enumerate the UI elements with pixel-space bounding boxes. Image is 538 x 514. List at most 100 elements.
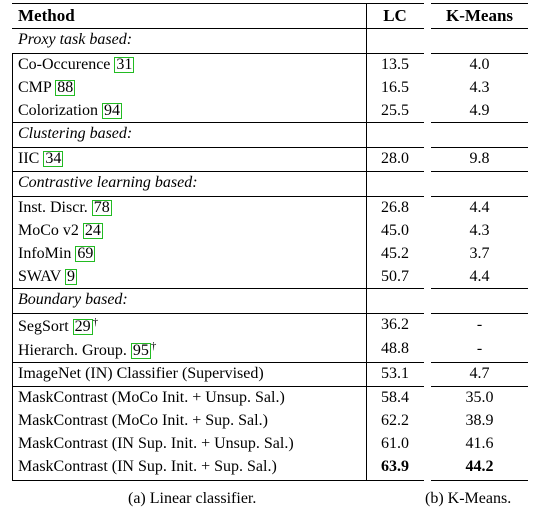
method-cell: Hierarch. Group. 95 † — [18, 340, 156, 360]
kmeans-cell: 3.7 — [469, 245, 490, 262]
rule-clustering-end — [12, 171, 424, 172]
section-boundary-label: Boundary based: — [18, 291, 128, 308]
left-border — [12, 53, 13, 481]
lc-cell: 16.5 — [381, 79, 409, 96]
kmeans-cell: - — [476, 340, 483, 357]
method-cell: Co-Occurence 31 — [18, 56, 135, 74]
lc-cell-best: 63.9 — [381, 458, 409, 475]
lc-cell: 58.4 — [381, 389, 409, 406]
kmeans-cell: 9.8 — [469, 150, 490, 167]
lc-cell: 36.2 — [381, 316, 409, 333]
rule-bottom-right — [431, 480, 528, 481]
lc-cell: 26.8 — [381, 199, 409, 216]
rule-bottom-left — [12, 480, 424, 481]
rule-contrastive-end — [12, 288, 424, 289]
citation-link[interactable]: 94 — [101, 102, 122, 119]
citation-link[interactable]: 24 — [82, 222, 103, 239]
method-name: Co-Occurence — [18, 56, 111, 73]
lc-cell: 53.1 — [381, 365, 409, 382]
rule-supervised-end — [12, 386, 424, 387]
table-row: ImageNet (IN) Classifier (Supervised) 53… — [0, 363, 538, 385]
rule-right-1 — [431, 53, 528, 54]
method-name: CMP — [18, 79, 52, 96]
method-name: IIC — [18, 150, 40, 167]
citation-link[interactable]: 78 — [91, 199, 112, 216]
header-kmeans: K-Means — [445, 6, 514, 25]
method-cell: MoCo v2 24 — [18, 222, 103, 240]
rule-right-7 — [431, 313, 528, 314]
method-cell: Colorization 94 — [18, 102, 122, 120]
citation-link[interactable]: 95 — [130, 342, 151, 359]
method-name: InfoMin — [18, 245, 72, 262]
rule-boundary-end — [12, 362, 424, 363]
column-divider — [366, 3, 367, 481]
lc-cell: 45.0 — [381, 222, 409, 239]
method-name: SWAV — [18, 268, 61, 285]
lc-cell: 13.5 — [381, 56, 409, 73]
lc-cell: 62.2 — [381, 412, 409, 429]
table-row: SegSort 29 † 36.2 - — [0, 314, 538, 336]
rule-right-4 — [431, 171, 528, 172]
citation-link[interactable]: 34 — [43, 150, 64, 167]
kmeans-cell: 4.9 — [469, 102, 490, 119]
section-clustering-label: Clustering based: — [18, 125, 133, 142]
table-row: MaskContrast (IN Sup. Init. + Sup. Sal.)… — [0, 456, 538, 478]
citation-link[interactable]: 29 — [72, 318, 93, 335]
table-row: CMP 88 16.5 4.3 — [0, 77, 538, 99]
rule-clustering — [12, 147, 424, 148]
citation-link[interactable]: 31 — [114, 56, 135, 73]
dagger-mark: † — [92, 316, 99, 328]
method-cell: SegSort 29 † — [18, 316, 98, 336]
rule-top-right — [431, 3, 528, 4]
method-cell: InfoMin 69 — [18, 245, 96, 263]
method-name: SegSort — [18, 318, 69, 335]
lc-cell: 25.5 — [381, 102, 409, 119]
kmeans-cell: 4.7 — [469, 365, 490, 382]
citation-link[interactable]: 69 — [75, 245, 96, 262]
rule-right-8 — [431, 362, 528, 363]
rule-proxy — [12, 53, 424, 54]
kmeans-cell: 4.3 — [469, 222, 490, 239]
rule-right-6 — [431, 288, 528, 289]
rule-header-left — [12, 28, 424, 29]
lc-cell: 28.0 — [381, 150, 409, 167]
caption-a: (a) Linear classifier. — [128, 490, 257, 507]
kmeans-cell: - — [476, 316, 483, 333]
kmeans-cell: 4.4 — [469, 199, 490, 216]
section-contrastive-label: Contrastive learning based: — [18, 174, 198, 191]
method-name: ImageNet (IN) Classifier (Supervised) — [18, 365, 264, 382]
rule-boundary — [12, 313, 424, 314]
method-name: MaskContrast (MoCo Init. + Unsup. Sal.) — [18, 389, 285, 406]
table-row: MaskContrast (MoCo Init. + Sup. Sal.) 62… — [0, 410, 538, 432]
table-row: IIC 34 28.0 9.8 — [0, 148, 538, 170]
table-row: Hierarch. Group. 95 † 48.8 - — [0, 338, 538, 360]
method-name: MaskContrast (IN Sup. Init. + Unsup. Sal… — [18, 435, 294, 452]
method-name: Inst. Discr. — [18, 199, 88, 216]
lc-cell: 50.7 — [381, 268, 409, 285]
table-row: InfoMin 69 45.2 3.7 — [0, 243, 538, 265]
kmeans-cell: 4.4 — [469, 268, 490, 285]
rule-contrastive — [12, 196, 424, 197]
citation-link[interactable]: 88 — [55, 79, 76, 96]
kmeans-cell: 4.3 — [469, 79, 490, 96]
lc-cell: 61.0 — [381, 435, 409, 452]
header-lc: LC — [383, 6, 407, 25]
caption-b: (b) K-Means. — [425, 490, 512, 507]
table-row: Inst. Discr. 78 26.8 4.4 — [0, 197, 538, 219]
header-method: Method — [18, 6, 75, 25]
rule-right-3 — [431, 147, 528, 148]
section-proxy-label: Proxy task based: — [18, 31, 133, 48]
rule-right-2 — [431, 122, 528, 123]
kmeans-cell: 4.0 — [469, 56, 490, 73]
kmeans-cell-best: 44.2 — [465, 458, 494, 475]
method-name: MoCo v2 — [18, 222, 79, 239]
table-row: MoCo v2 24 45.0 4.3 — [0, 220, 538, 242]
lc-cell: 48.8 — [381, 340, 409, 357]
method-cell: IIC 34 — [18, 150, 64, 168]
rule-header-right — [431, 28, 528, 29]
table-row: Co-Occurence 31 13.5 4.0 — [0, 54, 538, 76]
rule-right-5 — [431, 196, 528, 197]
kmeans-cell: 38.9 — [465, 412, 494, 429]
method-cell: CMP 88 — [18, 79, 76, 97]
citation-link[interactable]: 9 — [64, 268, 77, 285]
